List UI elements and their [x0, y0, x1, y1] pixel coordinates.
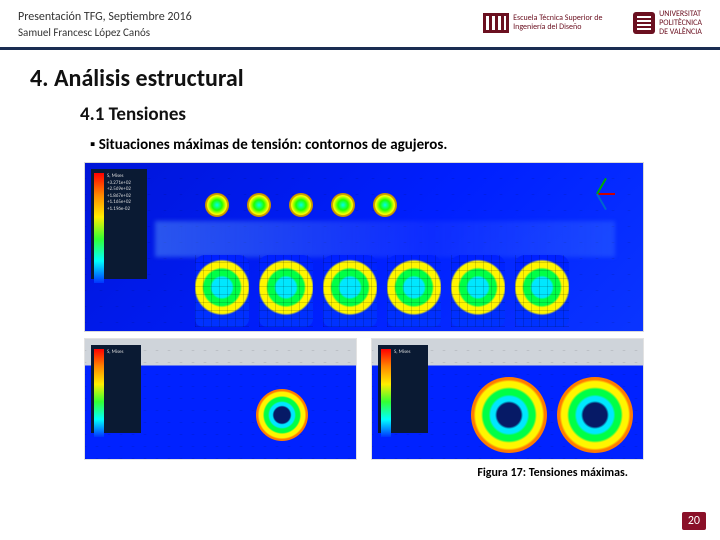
stress-hole-icon: [205, 193, 229, 217]
wheel-icon: [387, 255, 441, 327]
axis-x-icon: [597, 193, 615, 195]
legend-label: S, Mises: [107, 349, 124, 356]
figure-area: S, Mises +3.271e+02 +2.569e+02 +1.867e+0…: [84, 162, 644, 460]
school-logo-icon: [483, 13, 509, 33]
stress-legend: S, Mises: [91, 345, 141, 433]
slide-header: Presentación TFG, Septiembre 2016 Samuel…: [0, 0, 720, 43]
bullet-point: ▪ Situaciones máximas de tensión: contor…: [90, 136, 690, 154]
section-title-text: Análisis estructural: [54, 64, 244, 93]
wheel-icon: [451, 255, 505, 327]
colormap-bar-icon: [94, 349, 104, 437]
caption-label: Figura 17:: [477, 466, 526, 480]
subsection-title: 4.1 Tensiones: [80, 103, 690, 126]
university-text-3: DE VALÈNCIA: [659, 28, 702, 37]
stress-hole-icon: [557, 377, 633, 453]
fea-main-panel: S, Mises +3.271e+02 +2.569e+02 +1.867e+0…: [84, 162, 644, 332]
fea-sub-row: S, Mises S, Mises: [84, 338, 644, 460]
author-name: Samuel Francesc López Canós: [18, 26, 483, 39]
axis-y-icon: [596, 178, 607, 195]
surface-highlight: [155, 221, 615, 257]
subsection-title-text: Tensiones: [109, 103, 186, 126]
header-logos: Escuela Técnica Superior de Ingeniería d…: [483, 10, 702, 36]
colormap-bar-icon: [381, 349, 391, 437]
stress-hole-icon: [373, 193, 397, 217]
slide-content: 4. Análisis estructural 4.1 Tensiones ▪ …: [0, 50, 720, 480]
axis-z-icon: [596, 194, 607, 211]
caption-text: Tensiones máximas.: [529, 466, 628, 480]
legend-v3: +2.569e+02: [107, 186, 131, 193]
hole-row: [205, 193, 397, 217]
bullet-marker: ▪: [90, 136, 95, 154]
figure-caption: Figura 17: Tensiones máximas.: [30, 466, 628, 480]
stress-legend: S, Mises +3.271e+02 +2.569e+02 +1.867e+0…: [91, 169, 147, 279]
legend-values: S, Mises: [394, 345, 411, 433]
page-number: 20: [682, 512, 706, 530]
coordinate-axes-icon: [579, 175, 621, 217]
stress-hole-icon: [256, 389, 308, 441]
section-title: 4. Análisis estructural: [30, 64, 690, 93]
stress-hole-icon: [331, 193, 355, 217]
school-logo-text: Escuela Técnica Superior de Ingeniería d…: [513, 14, 623, 32]
presentation-title: Presentación TFG, Septiembre 2016: [18, 10, 483, 24]
subsection-number: 4.1: [80, 103, 104, 126]
university-logo: UNIVERSITAT POLITÈCNICA DE VALÈNCIA: [633, 10, 702, 36]
legend-values: S, Mises: [107, 345, 124, 433]
section-number: 4.: [30, 64, 49, 93]
wheel-icon: [259, 255, 313, 327]
header-text-block: Presentación TFG, Septiembre 2016 Samuel…: [18, 10, 483, 39]
wheel-icon: [195, 255, 249, 327]
wheel-icon: [515, 255, 569, 327]
stress-hole-icon: [289, 193, 313, 217]
bullet-text: Situaciones máximas de tensión: contorno…: [99, 136, 448, 154]
stress-hole-icon: [471, 377, 547, 453]
colormap-bar-icon: [94, 173, 104, 283]
university-logo-icon: [633, 12, 655, 34]
stress-hole-icon: [247, 193, 271, 217]
legend-label: S, Mises: [394, 349, 411, 356]
wheel-icon: [323, 255, 377, 327]
legend-v12: +1.196e-02: [107, 206, 131, 213]
school-logo: Escuela Técnica Superior de Ingeniería d…: [483, 13, 623, 33]
hole-pair: [471, 377, 633, 453]
legend-v9: +1.165e+02: [107, 199, 131, 206]
wheel-row: [195, 255, 569, 327]
legend-values: S, Mises +3.271e+02 +2.569e+02 +1.867e+0…: [107, 169, 131, 279]
university-logo-text: UNIVERSITAT POLITÈCNICA DE VALÈNCIA: [659, 10, 702, 36]
stress-legend: S, Mises: [378, 345, 428, 433]
fea-sub-panel-left: S, Mises: [84, 338, 357, 460]
fea-sub-panel-right: S, Mises: [371, 338, 644, 460]
